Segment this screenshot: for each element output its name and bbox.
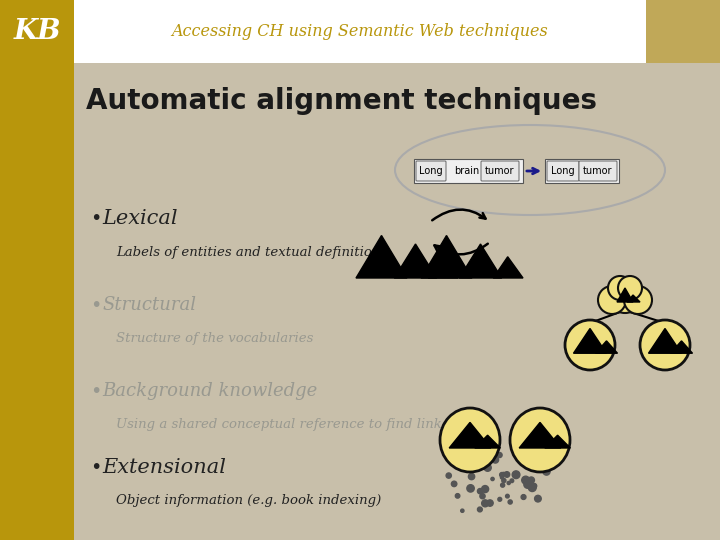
Circle shape — [507, 482, 510, 484]
Circle shape — [618, 276, 642, 300]
Text: Using a shared conceptual reference to find links: Using a shared conceptual reference to f… — [116, 418, 449, 431]
Text: Extensional: Extensional — [102, 457, 226, 477]
Bar — [0, 0, 74, 63]
Circle shape — [451, 481, 457, 487]
Text: Object information (e.g. book indexing): Object information (e.g. book indexing) — [116, 494, 382, 507]
Circle shape — [491, 477, 494, 481]
Circle shape — [497, 453, 502, 457]
Polygon shape — [595, 341, 618, 353]
Circle shape — [512, 471, 520, 478]
Circle shape — [482, 500, 489, 507]
Polygon shape — [395, 244, 437, 278]
Circle shape — [508, 500, 512, 504]
Circle shape — [480, 494, 485, 499]
Polygon shape — [474, 435, 500, 448]
Circle shape — [531, 483, 536, 489]
Polygon shape — [617, 288, 633, 302]
Circle shape — [484, 464, 491, 471]
Circle shape — [598, 286, 626, 314]
Circle shape — [469, 474, 474, 480]
Polygon shape — [649, 328, 682, 353]
Text: Structure of the vocabularies: Structure of the vocabularies — [116, 332, 313, 345]
Circle shape — [503, 472, 505, 475]
Circle shape — [461, 509, 464, 512]
Circle shape — [477, 489, 482, 494]
Circle shape — [608, 276, 632, 300]
Polygon shape — [493, 256, 523, 278]
Polygon shape — [670, 341, 693, 353]
Circle shape — [474, 461, 480, 465]
Text: Lexical: Lexical — [102, 209, 178, 228]
Polygon shape — [356, 235, 407, 278]
Circle shape — [477, 465, 480, 469]
Polygon shape — [428, 256, 458, 278]
FancyBboxPatch shape — [545, 159, 619, 183]
Bar — [0, 0, 720, 63]
Polygon shape — [627, 295, 640, 302]
Circle shape — [535, 495, 541, 502]
Ellipse shape — [510, 408, 570, 472]
Text: Accessing CH using Semantic Web techniques: Accessing CH using Semantic Web techniqu… — [171, 23, 549, 40]
Text: •: • — [90, 209, 102, 228]
Polygon shape — [574, 328, 606, 353]
Circle shape — [505, 494, 509, 498]
Circle shape — [482, 485, 489, 492]
Circle shape — [607, 277, 643, 313]
Text: •: • — [90, 457, 102, 477]
Polygon shape — [459, 244, 502, 278]
Polygon shape — [421, 235, 472, 278]
Ellipse shape — [440, 408, 500, 472]
Text: Long: Long — [419, 166, 443, 176]
Circle shape — [504, 471, 510, 477]
Circle shape — [477, 507, 482, 512]
Text: KB: KB — [13, 18, 60, 45]
FancyBboxPatch shape — [414, 159, 523, 183]
Circle shape — [510, 479, 513, 483]
Circle shape — [446, 473, 451, 478]
Text: tumor: tumor — [583, 166, 613, 176]
Text: •: • — [90, 382, 102, 401]
Circle shape — [524, 481, 531, 488]
Text: •: • — [90, 295, 102, 315]
Circle shape — [502, 478, 506, 483]
Text: tumor: tumor — [485, 166, 515, 176]
Circle shape — [521, 495, 526, 500]
Bar — [646, 0, 720, 63]
Text: Long: Long — [552, 166, 575, 176]
Text: Labels of entities and textual definitions: Labels of entities and textual definitio… — [116, 246, 387, 259]
Circle shape — [624, 286, 652, 314]
Circle shape — [500, 472, 504, 477]
FancyBboxPatch shape — [579, 161, 617, 181]
Circle shape — [467, 485, 474, 492]
Polygon shape — [545, 435, 570, 448]
FancyBboxPatch shape — [547, 161, 579, 181]
Bar — [0, 63, 74, 540]
Circle shape — [455, 494, 460, 498]
Circle shape — [492, 457, 499, 463]
Polygon shape — [449, 422, 491, 448]
Text: Background knowledge: Background knowledge — [102, 382, 318, 401]
Circle shape — [500, 483, 505, 487]
Circle shape — [640, 320, 690, 370]
FancyBboxPatch shape — [481, 161, 519, 181]
Polygon shape — [519, 422, 561, 448]
Circle shape — [490, 442, 494, 446]
Circle shape — [522, 476, 530, 484]
Circle shape — [528, 484, 536, 491]
Circle shape — [487, 500, 493, 507]
Circle shape — [486, 460, 490, 463]
Circle shape — [528, 477, 534, 483]
Text: Structural: Structural — [102, 296, 196, 314]
Circle shape — [498, 497, 502, 501]
Circle shape — [543, 468, 550, 475]
Text: Automatic alignment techniques: Automatic alignment techniques — [86, 87, 597, 115]
Circle shape — [565, 320, 615, 370]
Text: brain: brain — [454, 166, 480, 176]
FancyBboxPatch shape — [416, 161, 446, 181]
Circle shape — [500, 476, 503, 479]
